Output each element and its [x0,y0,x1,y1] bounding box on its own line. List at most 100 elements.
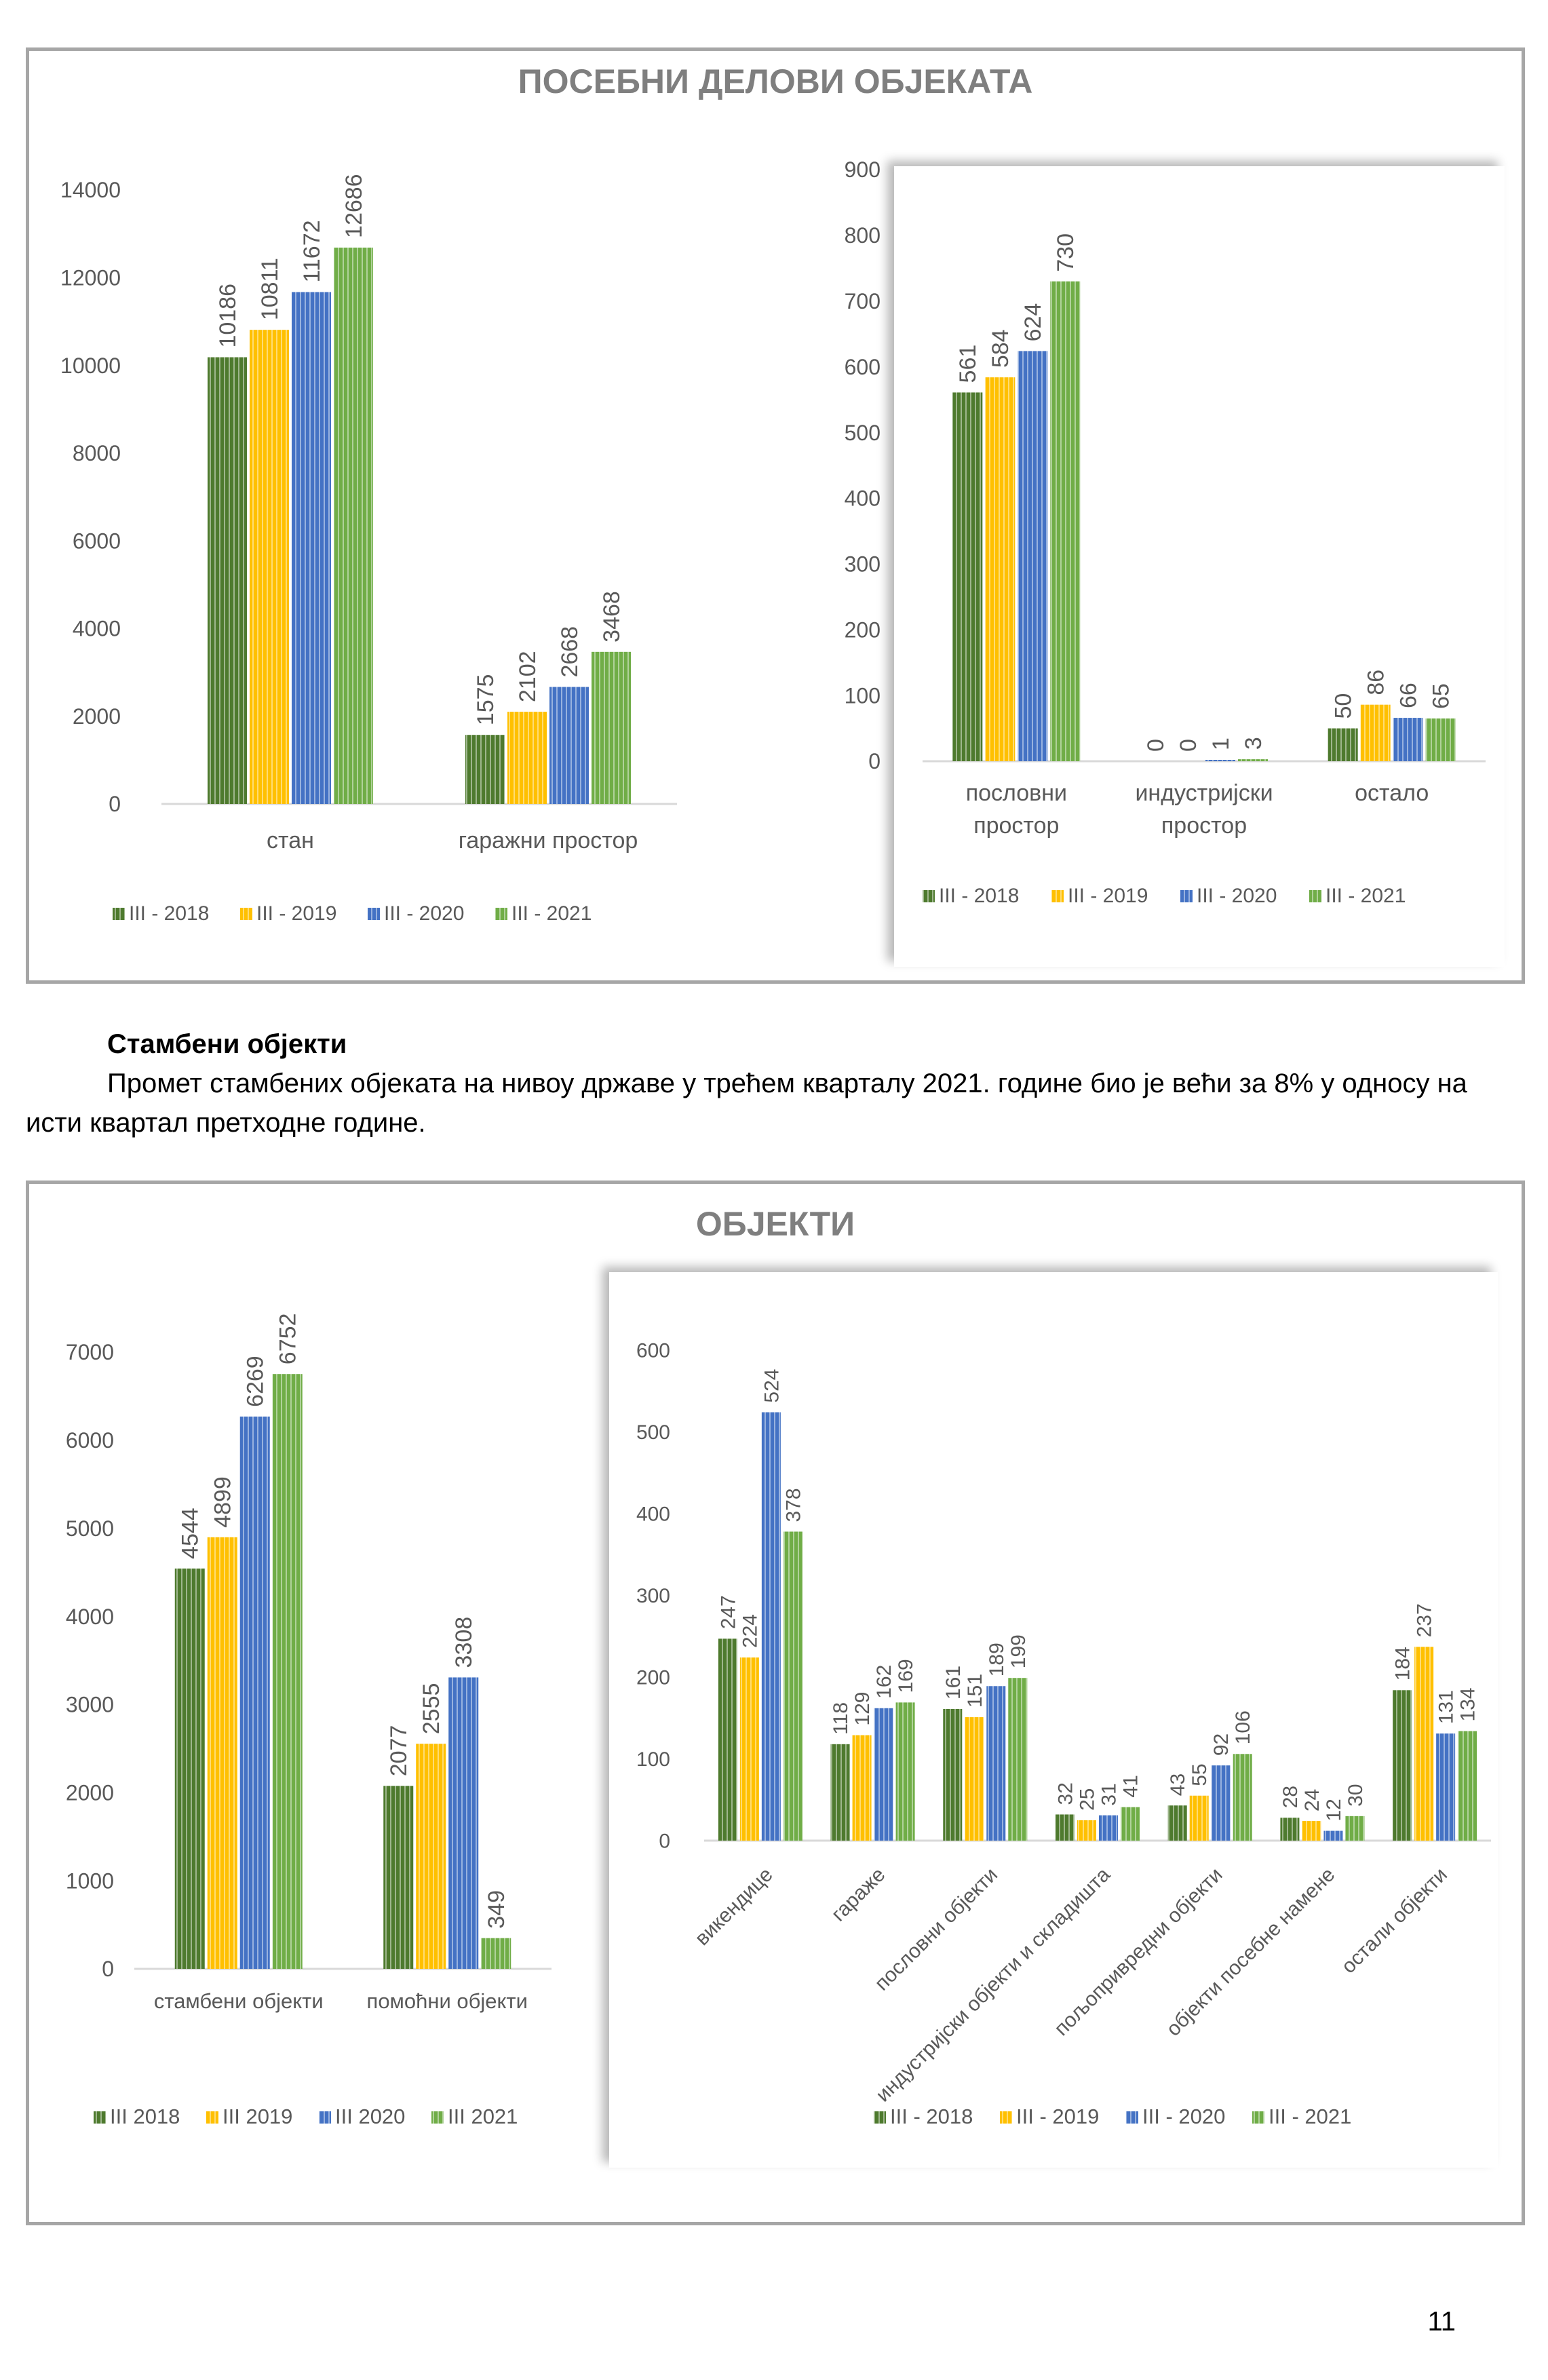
bar [852,1735,872,1841]
data-label: 25 [1077,1788,1099,1811]
bar [174,1568,205,1969]
legend-swatch [1309,890,1321,902]
y-tick-label: 300 [845,552,881,577]
legend-swatch [1126,2111,1138,2124]
legend-label: III - 2020 [384,902,464,925]
y-tick-label: 100 [636,1748,670,1771]
y-tick-label: 300 [636,1585,670,1607]
data-label: 3468 [599,591,625,642]
bar [1018,351,1048,761]
y-tick-label: 200 [845,617,881,642]
bar [1360,704,1391,761]
legend-swatch [1180,890,1193,902]
y-tick-label: 10000 [60,353,121,378]
y-tick-label: 100 [845,683,881,708]
x-category-label: викендице [691,1864,777,1950]
legend-swatch [1252,2111,1264,2124]
bar [272,1374,303,1969]
y-tick-label: 400 [845,486,881,511]
bar [1425,718,1456,761]
data-label: 2668 [557,626,583,678]
data-label: 561 [955,345,981,383]
y-tick-label: 12000 [60,265,121,290]
bar [383,1786,414,1969]
text-section: Стамбени објекти Промет стамбених објека… [26,1024,1525,1143]
bar [1328,728,1358,761]
bar [783,1531,802,1841]
bar [739,1657,759,1841]
legend-label: III - 2021 [1269,2105,1351,2128]
bar [1414,1647,1434,1841]
data-label: 189 [986,1643,1008,1676]
bar [1189,1795,1209,1841]
y-tick-label: 3000 [66,1693,114,1717]
legend-swatch [240,908,252,920]
legend-label: III - 2018 [939,885,1019,907]
legend-label: III - 2019 [1016,2105,1099,2128]
bar-chart-apartments-garages: 0 2000 4000 6000 8000 10000 12000 14000 10186 108… [60,174,677,925]
bar [895,1702,915,1841]
data-label: 184 [1392,1647,1414,1681]
data-label: 1575 [473,674,499,726]
bar [465,735,505,804]
section-paragraph: Промет стамбених објеката на нивоу држав… [26,1069,1467,1138]
data-label: 12 [1323,1799,1345,1821]
data-label: 131 [1435,1690,1458,1724]
data-label: 50 [1331,693,1357,719]
bar [965,1717,984,1841]
legend-label: III - 2021 [511,902,592,925]
legend-label: III - 2020 [1197,885,1277,907]
bar [549,687,589,804]
x-category-label: стан [267,828,314,853]
x-category-label: гаражни простор [459,828,638,853]
y-tick-label: 8000 [73,441,121,465]
bar [952,392,983,761]
bar [1211,1765,1231,1841]
data-label: 24 [1301,1789,1323,1811]
data-label: 11672 [299,220,325,282]
x-category-label: пословни објекти [870,1864,1002,1995]
chart-section-title: ПОСЕБНИ ДЕЛОВИ ОБЈЕКАТА [518,62,1033,100]
data-label: 162 [873,1665,895,1699]
section-heading: Стамбени објекти [107,1029,347,1059]
bar [1099,1815,1118,1841]
y-tick-label: 800 [845,223,881,248]
bar [334,247,373,805]
bar [761,1412,781,1841]
y-tick-label: 2000 [66,1780,114,1805]
data-label: 169 [895,1659,917,1693]
data-label: 151 [964,1674,986,1708]
data-label: 118 [830,1702,852,1735]
data-label: 6752 [275,1313,301,1365]
legend-label: III - 2018 [890,2105,973,2128]
data-label: 92 [1210,1733,1233,1756]
data-label: 161 [942,1666,965,1700]
chart-section-title: ОБЈЕКТИ [695,1205,855,1243]
data-label: 55 [1188,1763,1211,1786]
bar [1393,1690,1412,1841]
data-label: 524 [760,1369,783,1403]
legend-swatch [431,2111,444,2124]
legend-label: III - 2020 [1142,2105,1225,2128]
data-label: 6269 [243,1356,269,1407]
data-label: 12686 [341,174,367,238]
data-label: 66 [1396,683,1422,708]
y-tick-label: 0 [659,1830,670,1853]
data-label: 247 [717,1595,739,1629]
data-label: 3308 [451,1617,477,1668]
y-tick-label: 14000 [60,178,121,202]
legend-label: III - 2018 [129,902,209,925]
bar [1302,1821,1321,1841]
bar [250,330,289,804]
data-label: 237 [1414,1603,1436,1637]
legend-label: III - 2021 [1326,885,1406,907]
y-tick-label: 500 [636,1421,670,1444]
data-label: 224 [739,1614,761,1648]
data-label: 2102 [515,651,541,702]
bar [1280,1818,1300,1841]
x-category-label: остало [1355,780,1429,806]
bar [985,377,1015,761]
data-label: 2555 [419,1683,444,1735]
y-tick-label: 7000 [66,1340,114,1364]
